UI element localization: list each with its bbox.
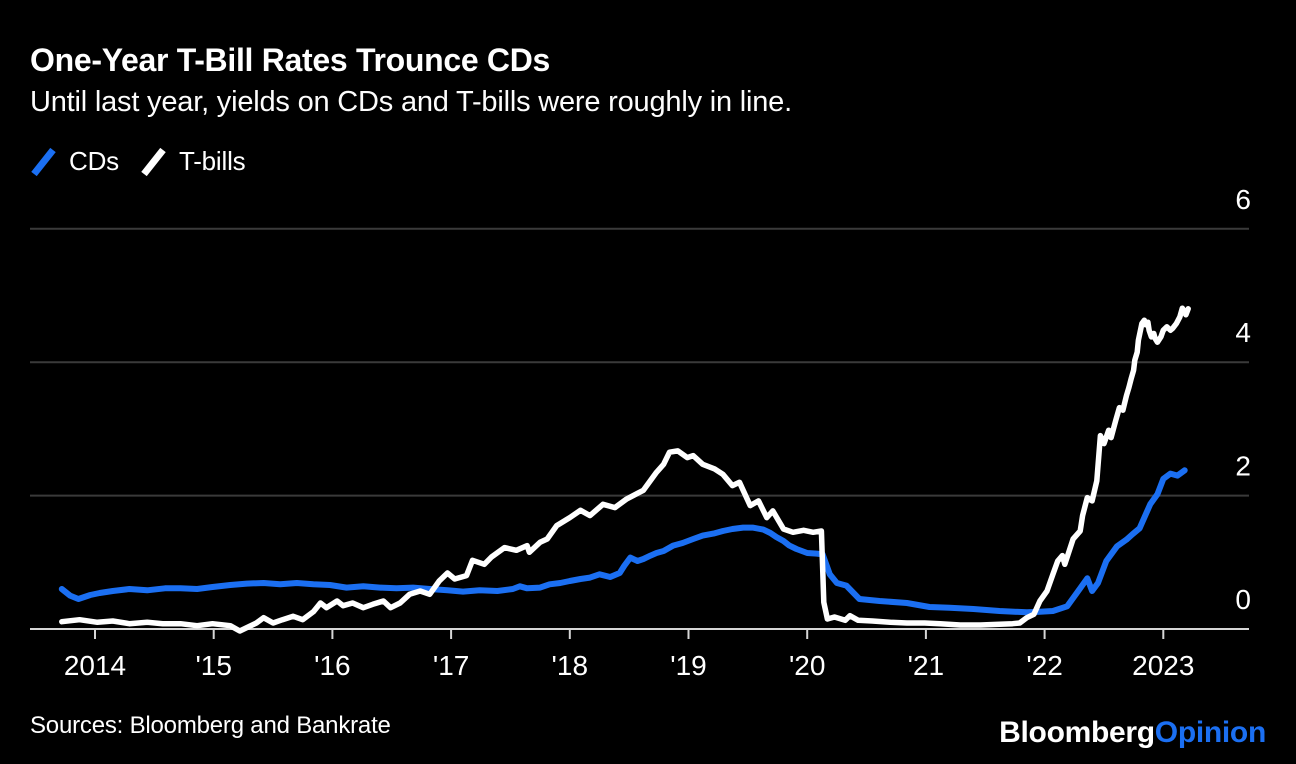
bloomberg-opinion-logo: BloombergOpinion	[999, 716, 1266, 750]
legend-label-tbills: T-bills	[178, 146, 246, 176]
y-tick-label: 6	[1235, 184, 1251, 215]
y-tick-label: 4	[1235, 317, 1251, 348]
x-tick-label: '22	[1026, 650, 1063, 681]
cds-line-swatch-icon	[31, 147, 56, 176]
x-tick-label: '17	[433, 650, 470, 681]
x-tick-label: '18	[552, 650, 589, 681]
y-tick-label: 2	[1235, 451, 1251, 482]
series-line-cds	[58, 467, 1188, 616]
legend-item-tbills: T-bills	[140, 146, 246, 177]
legend-item-cds: CDs	[30, 146, 119, 177]
x-tick-label: '21	[908, 650, 945, 681]
tbills-line-swatch-icon	[141, 147, 166, 176]
logo-opinion: Opinion	[1154, 716, 1267, 749]
legend: CDs T-bills	[30, 146, 246, 177]
x-tick-label: '20	[789, 650, 826, 681]
sources-note: Sources: Bloomberg and Bankrate	[30, 712, 391, 739]
y-tick-label: 0	[1235, 584, 1251, 615]
series-line-t-bills	[59, 305, 1191, 634]
logo-bloomberg: Bloomberg	[999, 716, 1155, 749]
x-tick-label: 2023	[1132, 650, 1194, 681]
chart-title: One-Year T-Bill Rates Trounce CDs	[30, 42, 551, 78]
x-tick-label: '19	[670, 650, 707, 681]
legend-label-cds: CDs	[69, 146, 119, 176]
x-tick-label: '15	[195, 650, 232, 681]
chart-subtitle: Until last year, yields on CDs and T-bil…	[30, 86, 792, 118]
x-tick-label: 2014	[64, 650, 126, 681]
x-tick-label: '16	[314, 650, 351, 681]
